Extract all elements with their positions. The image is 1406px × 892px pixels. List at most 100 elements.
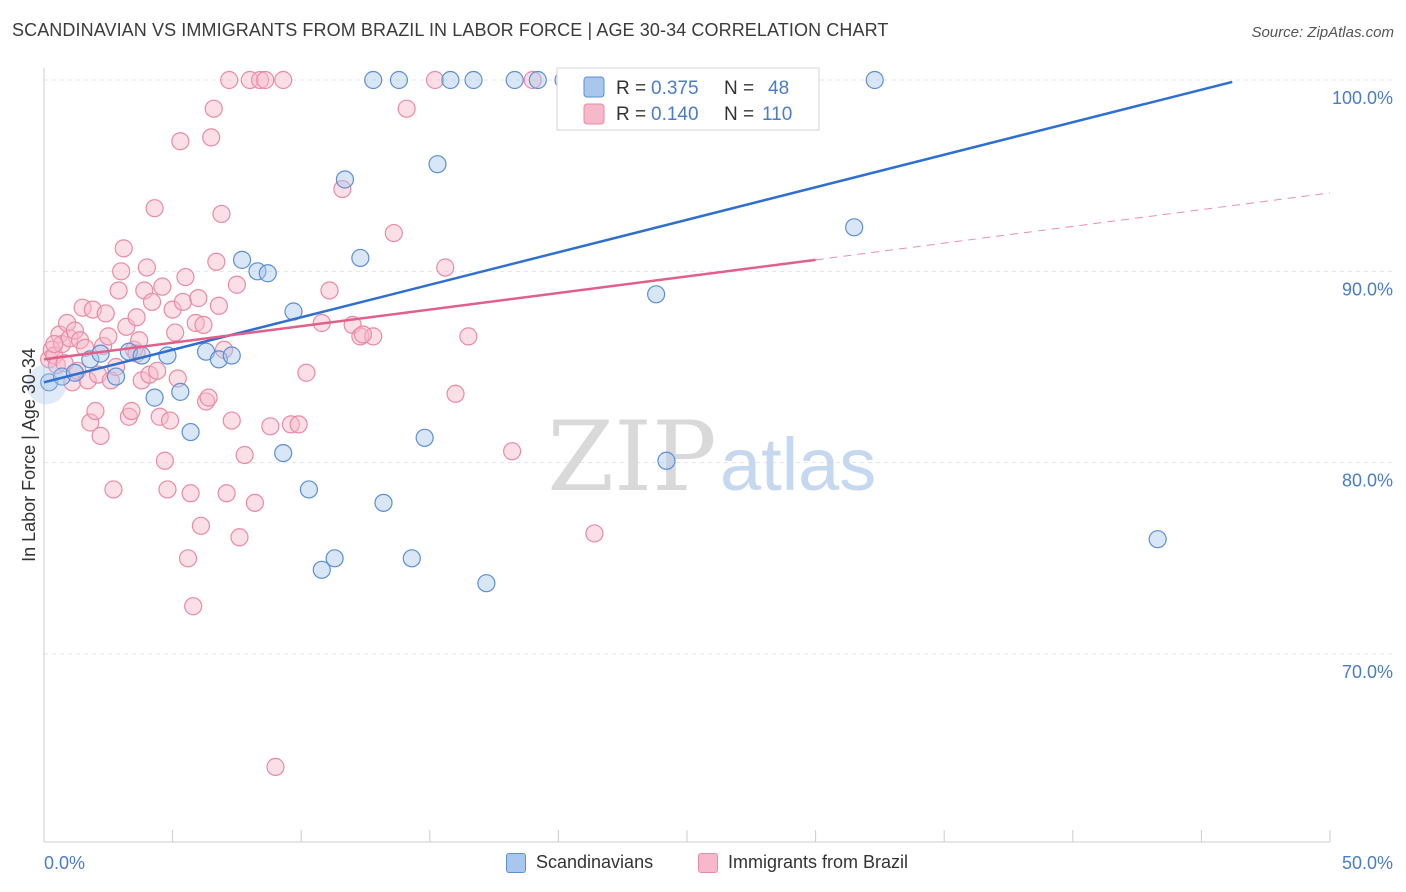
brazil-point-64: [204, 99, 223, 118]
brazil-point-43: [150, 407, 169, 426]
brazil-point-96: [459, 327, 478, 346]
y-axis-title: In Labor Force | Age 30-34: [19, 348, 39, 562]
brazil-point-45: [155, 451, 174, 470]
brazil-point-55: [181, 484, 200, 503]
legend-r-value-1: 0.375: [651, 78, 699, 99]
scandinavian-point-34: [505, 70, 524, 90]
brazil-point-25: [104, 480, 123, 499]
x-tick-label-max: 50.0%: [1342, 853, 1393, 873]
trendline-0: [43, 80, 1233, 384]
bottom-legend: Scandinavians Immigrants from Brazil: [0, 852, 1406, 876]
brazil-point-27: [109, 281, 128, 300]
y-tick-label-70: 70.0%: [1342, 662, 1393, 682]
brazil-point-53: [176, 267, 195, 287]
legend-box: R = 0.375 N = 48 R = 0.140 N = 110: [556, 67, 820, 131]
brazil-point-74: [235, 445, 254, 465]
legend-n-label-1: N =: [724, 78, 754, 99]
scandinavian-point-33: [477, 574, 496, 593]
brazil-point-98: [523, 70, 542, 90]
scandinavian-point-41: [647, 285, 666, 304]
brazil-point-44: [153, 277, 172, 296]
brazil-point-48: [163, 300, 182, 319]
brazil-point-18: [86, 401, 105, 421]
brazil-point-46: [158, 480, 177, 499]
scandinavian-point-21: [312, 560, 331, 579]
brazil-point-107: [45, 334, 64, 354]
y-tick-label-100: 100.0%: [1332, 88, 1393, 108]
brazil-point-56: [184, 597, 203, 616]
legend-r-value-2: 0.140: [651, 104, 699, 125]
brazil-point-82: [281, 415, 301, 434]
scandinavian-point-14: [222, 346, 241, 365]
scandinavian-point-23: [335, 170, 355, 189]
trendlines: [43, 80, 1331, 384]
x-tick-label-min: 0.0%: [44, 853, 85, 873]
scandinavian-point-47: [1148, 530, 1167, 549]
scandinavian-point-35: [528, 70, 547, 90]
brazil-point-42: [148, 361, 167, 380]
scandinavian-point-32: [464, 70, 483, 90]
brazil-point-80: [266, 757, 285, 776]
legend-label-brazil: Immigrants from Brazil: [728, 852, 909, 872]
brazil-point-73: [230, 528, 249, 547]
scandinavian-point-17: [258, 264, 277, 283]
legend-n-value-2: 110: [762, 104, 792, 125]
brazil-point-77: [250, 70, 270, 90]
brazil-point-23: [99, 327, 118, 346]
scandinavian-point-24: [351, 248, 370, 268]
axis-labels: 70.0% 80.0% 90.0% 100.0% 0.0% 50.0% In Labor F…: [19, 88, 1393, 873]
brazil-point-66: [209, 296, 228, 315]
brazil-point-7: [58, 313, 77, 333]
axis-layer: [43, 68, 1331, 843]
legend-item-scandinavians[interactable]: Scandinavians: [506, 852, 653, 873]
brazil-point-54: [178, 549, 198, 568]
legend-swatch-scandinavians-bottom: [506, 852, 526, 873]
brazil-point-83: [289, 415, 308, 434]
brazil-point-58: [189, 289, 208, 308]
scandinavian-point-26: [374, 493, 393, 512]
brazil-point-34: [127, 308, 146, 327]
legend-item-brazil[interactable]: Immigrants from Brazil: [698, 852, 908, 873]
brazil-point-20: [91, 426, 110, 445]
source-label: Source: ZipAtlas.com: [1251, 24, 1394, 41]
scandinavian-point-8: [145, 388, 164, 407]
scandinavian-point-31: [441, 70, 460, 90]
brazil-point-40: [142, 292, 162, 312]
brazil-point-10: [65, 321, 84, 340]
brazil-point-32: [122, 401, 141, 421]
brazil-point-38: [137, 258, 156, 277]
brazil-point-49: [166, 323, 185, 342]
legend-n-value-1: 48: [768, 78, 789, 99]
brazil-point-60: [194, 315, 213, 335]
scandinavian-point-11: [181, 422, 200, 442]
brazil-point-51: [171, 132, 190, 151]
brazil-point-94: [436, 258, 455, 277]
brazil-point-22: [96, 304, 115, 323]
brazil-point-69: [217, 484, 236, 503]
brazil-point-93: [425, 70, 445, 90]
brazil-point-100: [585, 524, 604, 543]
trendline-1: [43, 258, 816, 361]
brazil-point-65: [207, 252, 226, 271]
brazil-point-72: [227, 275, 246, 294]
brazil-point-78: [256, 70, 275, 90]
trendline-2: [815, 192, 1331, 261]
points-immigrants-from-brazil: [40, 70, 751, 776]
scandinavian-point-30: [428, 155, 447, 174]
scandinavian-point-5: [106, 367, 126, 386]
legend-r-label-2: R =: [616, 104, 646, 125]
brazil-point-97: [503, 442, 522, 461]
brazil-point-59: [191, 516, 210, 535]
legend-label-scandinavians: Scandinavians: [536, 852, 654, 872]
brazil-point-105: [353, 325, 373, 344]
scandinavian-point-22: [325, 549, 344, 568]
scandinavian-point-20: [299, 480, 319, 499]
scandinavian-point-27: [389, 70, 409, 90]
brazil-point-76: [245, 493, 265, 512]
brazil-point-86: [320, 281, 339, 300]
brazil-point-28: [112, 262, 131, 281]
brazil-point-16: [81, 413, 100, 432]
brazil-point-75: [240, 70, 259, 90]
legend-swatch-brazil: [583, 103, 605, 125]
